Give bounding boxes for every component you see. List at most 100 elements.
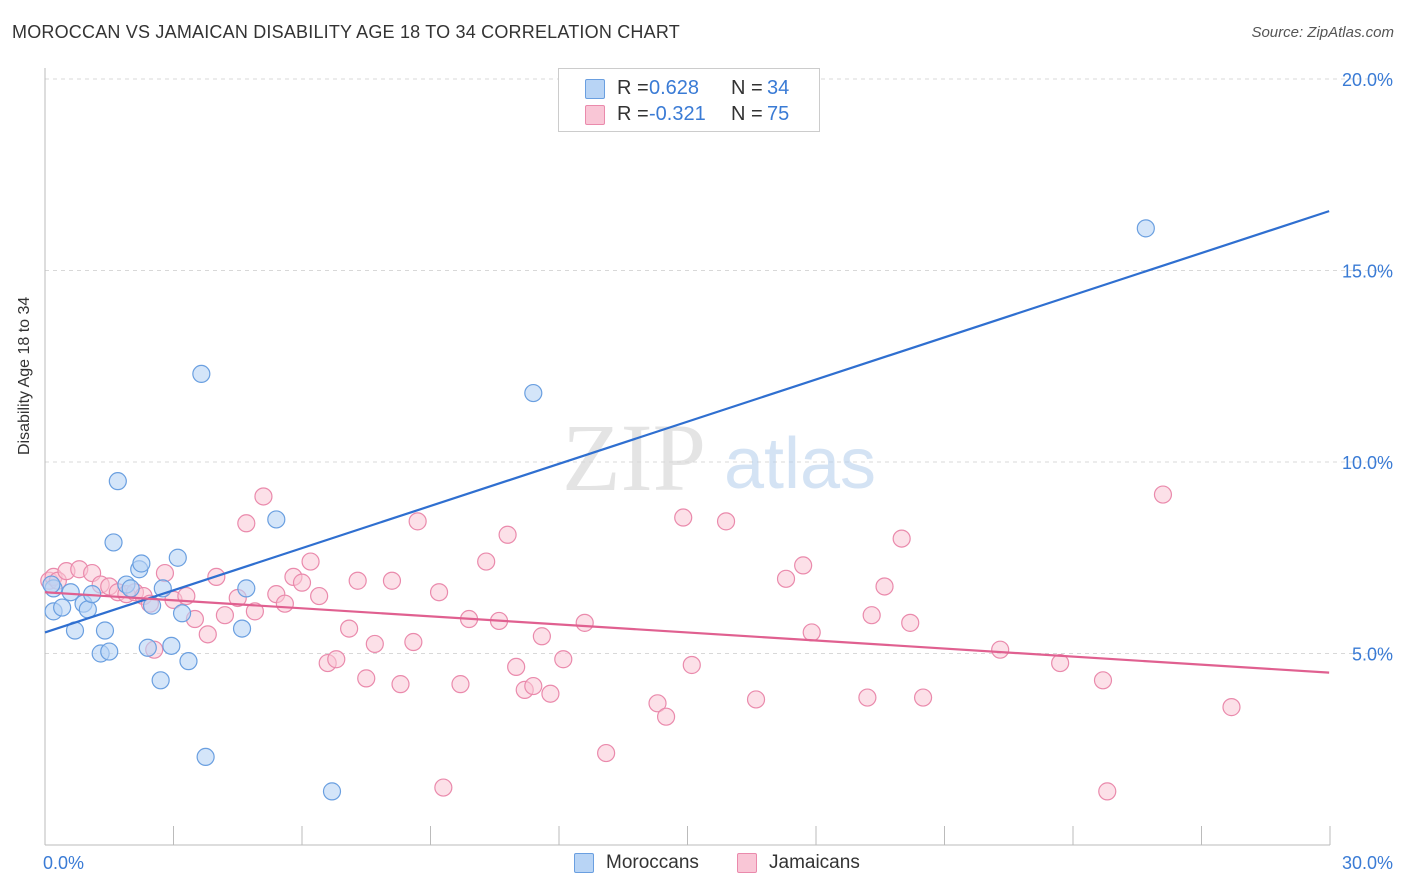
x-tick-label: 0.0% (43, 853, 84, 873)
chart-title: MOROCCAN VS JAMAICAN DISABILITY AGE 18 T… (12, 22, 680, 42)
jamaicans-point (532, 627, 551, 646)
moroccans-point (162, 636, 181, 655)
jamaicans-point (746, 690, 766, 709)
jamaicans-point (682, 655, 701, 675)
y-tick-label: 20.0% (1342, 70, 1393, 90)
jamaicans-point (429, 583, 449, 602)
jamaicans-point (541, 684, 560, 703)
moroccans-point (42, 575, 61, 594)
moroccans-swatch (585, 79, 605, 99)
axes (44, 68, 1331, 846)
jamaicans-point (498, 525, 517, 544)
jamaicans-point (237, 514, 256, 533)
moroccans-point (53, 598, 72, 617)
jamaicans-point (862, 606, 881, 625)
jamaicans-point (991, 640, 1010, 659)
jamaicans-point (674, 508, 693, 527)
moroccans-point (196, 747, 215, 767)
jamaicans-point (348, 571, 367, 590)
legend-n-label: N = (731, 77, 763, 99)
jamaicans-point (507, 657, 526, 677)
jamaicans-point (215, 606, 234, 625)
moroccans-point (524, 383, 543, 403)
legend-n-value: 75 (767, 103, 790, 125)
moroccans-points (42, 219, 1155, 801)
moroccans-point (132, 554, 151, 573)
moroccans-point (151, 671, 170, 690)
jamaicans-point (794, 556, 813, 575)
jamaicans-point (404, 632, 423, 652)
jamaicans-point (575, 613, 594, 632)
legend-r-label: R = (617, 103, 649, 125)
moroccans-point (237, 579, 256, 598)
legend-n-value: 34 (767, 77, 790, 99)
jamaicans-point (340, 619, 359, 638)
tick-labels: 5.0% 10.0% 15.0% 20.0% 0.0% 30.0% (43, 70, 1393, 873)
legend-n-label: N = (731, 103, 763, 125)
jamaicans-point (292, 573, 312, 592)
moroccans-point (1136, 219, 1155, 238)
moroccans-point (179, 652, 198, 671)
jamaicans-point (477, 552, 496, 571)
moroccans-point (267, 510, 286, 529)
moroccans-point (104, 533, 123, 552)
jamaicans-point (155, 563, 175, 583)
gridlines (45, 78, 1392, 654)
moroccans-point (322, 782, 342, 801)
moroccans-point (192, 364, 211, 384)
jamaicans-point (327, 650, 346, 669)
y-tick-label: 15.0% (1342, 262, 1393, 282)
jamaicans-point (802, 623, 821, 642)
moroccans-point (100, 642, 119, 661)
jamaicans-point (391, 675, 410, 694)
jamaicans-point (1093, 671, 1113, 690)
moroccans-legend-swatch (574, 853, 594, 873)
jamaicans-point (901, 613, 920, 632)
jamaicans-point (858, 688, 877, 707)
y-tick-label: 5.0% (1352, 645, 1393, 665)
jamaicans-point (524, 676, 543, 696)
trend-lines (44, 210, 1330, 674)
watermark-atlas: atlas (724, 424, 876, 504)
jamaicans-points (40, 485, 1241, 801)
jamaicans-point (716, 512, 736, 531)
jamaicans-legend-swatch (737, 853, 757, 873)
jamaicans-swatch (585, 105, 605, 125)
jamaicans-point (1051, 653, 1070, 673)
legend-r-value: -0.321 (649, 103, 706, 125)
jamaicans-point (434, 778, 453, 797)
jamaicans-point (1153, 485, 1173, 504)
jamaicans-point (245, 602, 264, 621)
legend-r-value: 0.628 (649, 77, 700, 99)
moroccans-legend-label: Moroccans (606, 852, 699, 873)
moroccans-point (168, 548, 187, 567)
jamaicans-point (1098, 782, 1117, 801)
jamaicans-point (875, 577, 894, 596)
jamaicans-point (382, 571, 402, 590)
jamaicans-point (408, 512, 427, 531)
source-label: Source: ZipAtlas.com (1251, 24, 1394, 41)
correlation-legend: R = 0.628 N = 34 R = -0.321 N = 75 (558, 68, 820, 132)
jamaicans-point (1222, 698, 1241, 717)
moroccans-point (138, 638, 157, 657)
x-tick-label: 30.0% (1342, 853, 1393, 873)
jamaicans-point (357, 669, 376, 688)
watermark-zip: ZIP (562, 404, 706, 511)
jamaicans-trend-line (44, 591, 1330, 674)
jamaicans-point (275, 594, 294, 613)
jamaicans-legend-label: Jamaicans (769, 852, 860, 873)
moroccans-point (232, 619, 252, 638)
watermark: ZIP atlas (562, 404, 876, 511)
jamaicans-point (776, 569, 796, 588)
moroccans-point (172, 604, 192, 623)
legend-r-label: R = (617, 77, 649, 99)
moroccans-point (108, 472, 127, 491)
jamaicans-point (892, 529, 911, 548)
jamaicans-point (597, 743, 616, 763)
jamaicans-point (254, 487, 273, 506)
jamaicans-point (656, 707, 676, 726)
y-tick-label: 10.0% (1342, 453, 1393, 473)
jamaicans-point (365, 634, 384, 654)
jamaicans-point (913, 688, 933, 707)
